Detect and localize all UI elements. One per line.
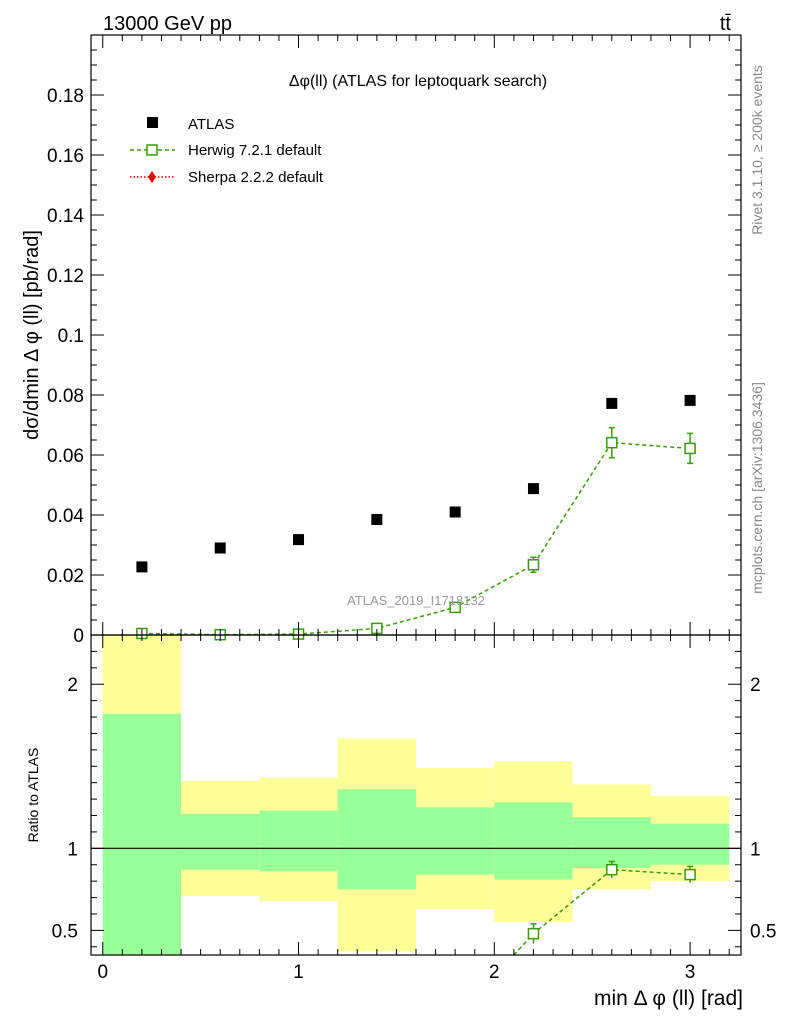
axis-ticks bbox=[91, 34, 741, 955]
legend-herwig-marker bbox=[146, 144, 158, 156]
herwig-ratio-point bbox=[684, 868, 696, 881]
band-inner-bin bbox=[181, 813, 260, 870]
y-tick-label: 0 bbox=[73, 626, 84, 647]
x-tick-label: 3 bbox=[685, 962, 696, 983]
y-tick-label: 0.08 bbox=[47, 386, 84, 407]
y-tick-label: 0.1 bbox=[58, 326, 84, 347]
atlas-data-point bbox=[214, 542, 226, 554]
x-tick-label: 1 bbox=[293, 962, 304, 983]
y-tick-label: 0.16 bbox=[47, 146, 84, 167]
atlas-data-point bbox=[136, 561, 148, 573]
atlas-data-point bbox=[606, 397, 618, 409]
plot-title: Δφ(ll) (ATLAS for leptoquark search) bbox=[289, 73, 547, 90]
band-inner-bin bbox=[650, 823, 730, 865]
herwig-ratio-point bbox=[527, 927, 540, 940]
mcplots-label: mcplots.cern.ch [arXiv:1306.3436] bbox=[749, 382, 765, 594]
x-tick-label: 0 bbox=[97, 962, 108, 983]
rivet-label: Rivet 3.1.10, ≥ 200k events bbox=[749, 65, 765, 235]
band-inner-bin bbox=[259, 810, 338, 872]
atlas-data-point bbox=[293, 534, 305, 546]
legend: ATLAS Herwig 7.2.1 default Sherpa 2.2.2 … bbox=[130, 116, 324, 186]
ratio-y-tick-label-right: 0.5 bbox=[750, 921, 776, 942]
x-tick-label: 2 bbox=[489, 962, 500, 983]
atlas-data-point bbox=[527, 483, 539, 495]
legend-atlas-label: ATLAS bbox=[188, 116, 234, 133]
tick-labels: 0 0.02 0.04 0.06 0.08 0.1 0.12 0.14 0.16 0.18 0.5 0… bbox=[47, 86, 776, 983]
ratio-y-tick-label: 0.5 bbox=[52, 921, 78, 942]
legend-sherpa-marker bbox=[148, 171, 156, 183]
y-tick-label: 0.04 bbox=[47, 506, 84, 527]
atlas-data-point bbox=[684, 394, 696, 406]
legend-atlas-marker bbox=[147, 117, 158, 128]
ratio-y-tick-label: 1 bbox=[67, 839, 78, 860]
band-inner-bin bbox=[102, 713, 182, 955]
band-inner-bin bbox=[416, 807, 495, 875]
herwig-point bbox=[449, 601, 461, 614]
legend-herwig-label: Herwig 7.2.1 default bbox=[188, 142, 322, 159]
y-tick-label: 0.14 bbox=[47, 206, 84, 227]
band-inner-bin bbox=[572, 817, 651, 869]
band-inner-bin bbox=[494, 802, 573, 880]
analysis-watermark: ATLAS_2019_I1718132 bbox=[347, 593, 485, 608]
y-tick-label: 0.18 bbox=[47, 86, 84, 107]
atlas-data-point bbox=[371, 514, 383, 525]
herwig-ratio-line bbox=[513, 868, 691, 956]
herwig-series-ratio bbox=[513, 860, 696, 956]
ratio-y-tick-label-right: 1 bbox=[750, 839, 761, 860]
atlas-data-series bbox=[136, 394, 696, 573]
ratio-y-tick-label: 2 bbox=[67, 675, 78, 696]
y-tick-label: 0.02 bbox=[47, 566, 84, 587]
band-inner-bin bbox=[337, 789, 416, 890]
y-axis-label-ratio: Ratio to ATLAS bbox=[25, 748, 41, 843]
energy-label: 13000 GeV pp bbox=[103, 13, 232, 35]
herwig-point bbox=[606, 436, 618, 449]
x-axis-label: min Δ φ (ll) [rad] bbox=[594, 987, 743, 1010]
y-tick-label: 0.06 bbox=[47, 446, 84, 467]
herwig-point bbox=[527, 559, 540, 571]
herwig-ratio-point bbox=[606, 863, 618, 876]
ratio-uncertainty-bands bbox=[102, 635, 730, 955]
ratio-y-tick-label-right: 2 bbox=[750, 675, 761, 696]
herwig-point bbox=[684, 442, 696, 455]
y-tick-label: 0.12 bbox=[47, 266, 84, 287]
legend-sherpa-label: Sherpa 2.2.2 default bbox=[188, 169, 324, 186]
atlas-data-point bbox=[449, 506, 461, 518]
y-axis-label-main: dσ/dmin Δ φ (ll) [pb/rad] bbox=[21, 230, 43, 440]
process-label: tt̄ bbox=[720, 13, 732, 35]
